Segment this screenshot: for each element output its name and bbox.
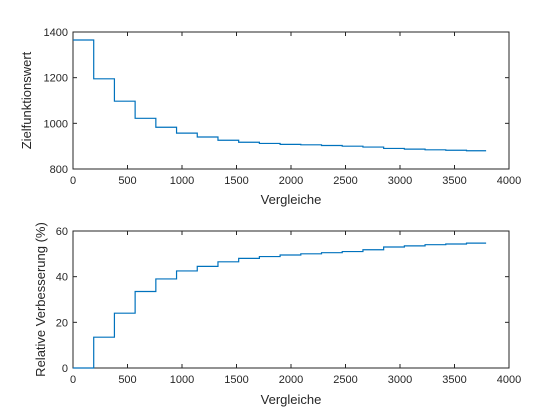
- x-axis-label-objective: Vergleiche: [261, 192, 322, 207]
- x-tick-label: 2500: [333, 374, 357, 386]
- x-tick-label: 2000: [279, 175, 303, 187]
- x-ticks-objective: 0 500 1000 1500 2000 2500 3000 3500 4000: [70, 32, 521, 187]
- y-ticks-objective: 800 1000 1200 1400: [44, 27, 509, 176]
- y-ticks-improvement: 0 20 40 60: [56, 226, 509, 375]
- x-tick-label: 3000: [388, 374, 412, 386]
- x-tick-label: 3500: [442, 374, 466, 386]
- y-tick-label: 800: [50, 164, 68, 176]
- y-tick-label: 20: [56, 317, 68, 329]
- x-tick-label: 500: [118, 374, 136, 386]
- x-tick-label: 1000: [170, 374, 194, 386]
- x-tick-label: 500: [118, 175, 136, 187]
- y-tick-label: 60: [56, 226, 68, 238]
- y-tick-label: 1000: [44, 118, 68, 130]
- subplot-objective: 0 500 1000 1500 2000 2500 3000 3500 4000 800 1000…: [19, 27, 521, 207]
- x-tick-label: 0: [70, 374, 76, 386]
- x-ticks-improvement: 0 500 1000 1500 2000 2500 3000 3500 4000: [70, 231, 521, 386]
- series-line-objective: [73, 39, 487, 152]
- x-tick-label: 4000: [497, 175, 521, 187]
- subplot-improvement: 0 500 1000 1500 2000 2500 3000 3500 4000 0 20 40 60…: [33, 222, 521, 407]
- y-axis-label-objective: Zielfunktionswert: [19, 51, 34, 149]
- x-axis-label-improvement: Vergleiche: [261, 392, 322, 407]
- y-tick-label: 0: [62, 363, 68, 375]
- x-tick-label: 3500: [442, 175, 466, 187]
- series-line-improvement: [73, 242, 487, 369]
- y-tick-label: 1400: [44, 27, 68, 39]
- x-tick-label: 2500: [333, 175, 357, 187]
- x-tick-label: 3000: [388, 175, 412, 187]
- x-tick-label: 2000: [279, 374, 303, 386]
- y-tick-label: 1200: [44, 73, 68, 85]
- x-tick-label: 0: [70, 175, 76, 187]
- plot-area-objective: [73, 32, 509, 169]
- x-tick-label: 4000: [497, 374, 521, 386]
- plot-area-improvement: [73, 231, 509, 368]
- y-tick-label: 40: [56, 272, 68, 284]
- x-tick-label: 1500: [224, 374, 248, 386]
- x-tick-label: 1500: [224, 175, 248, 187]
- x-tick-label: 1000: [170, 175, 194, 187]
- y-axis-label-improvement: Relative Verbesserung (%): [33, 222, 48, 377]
